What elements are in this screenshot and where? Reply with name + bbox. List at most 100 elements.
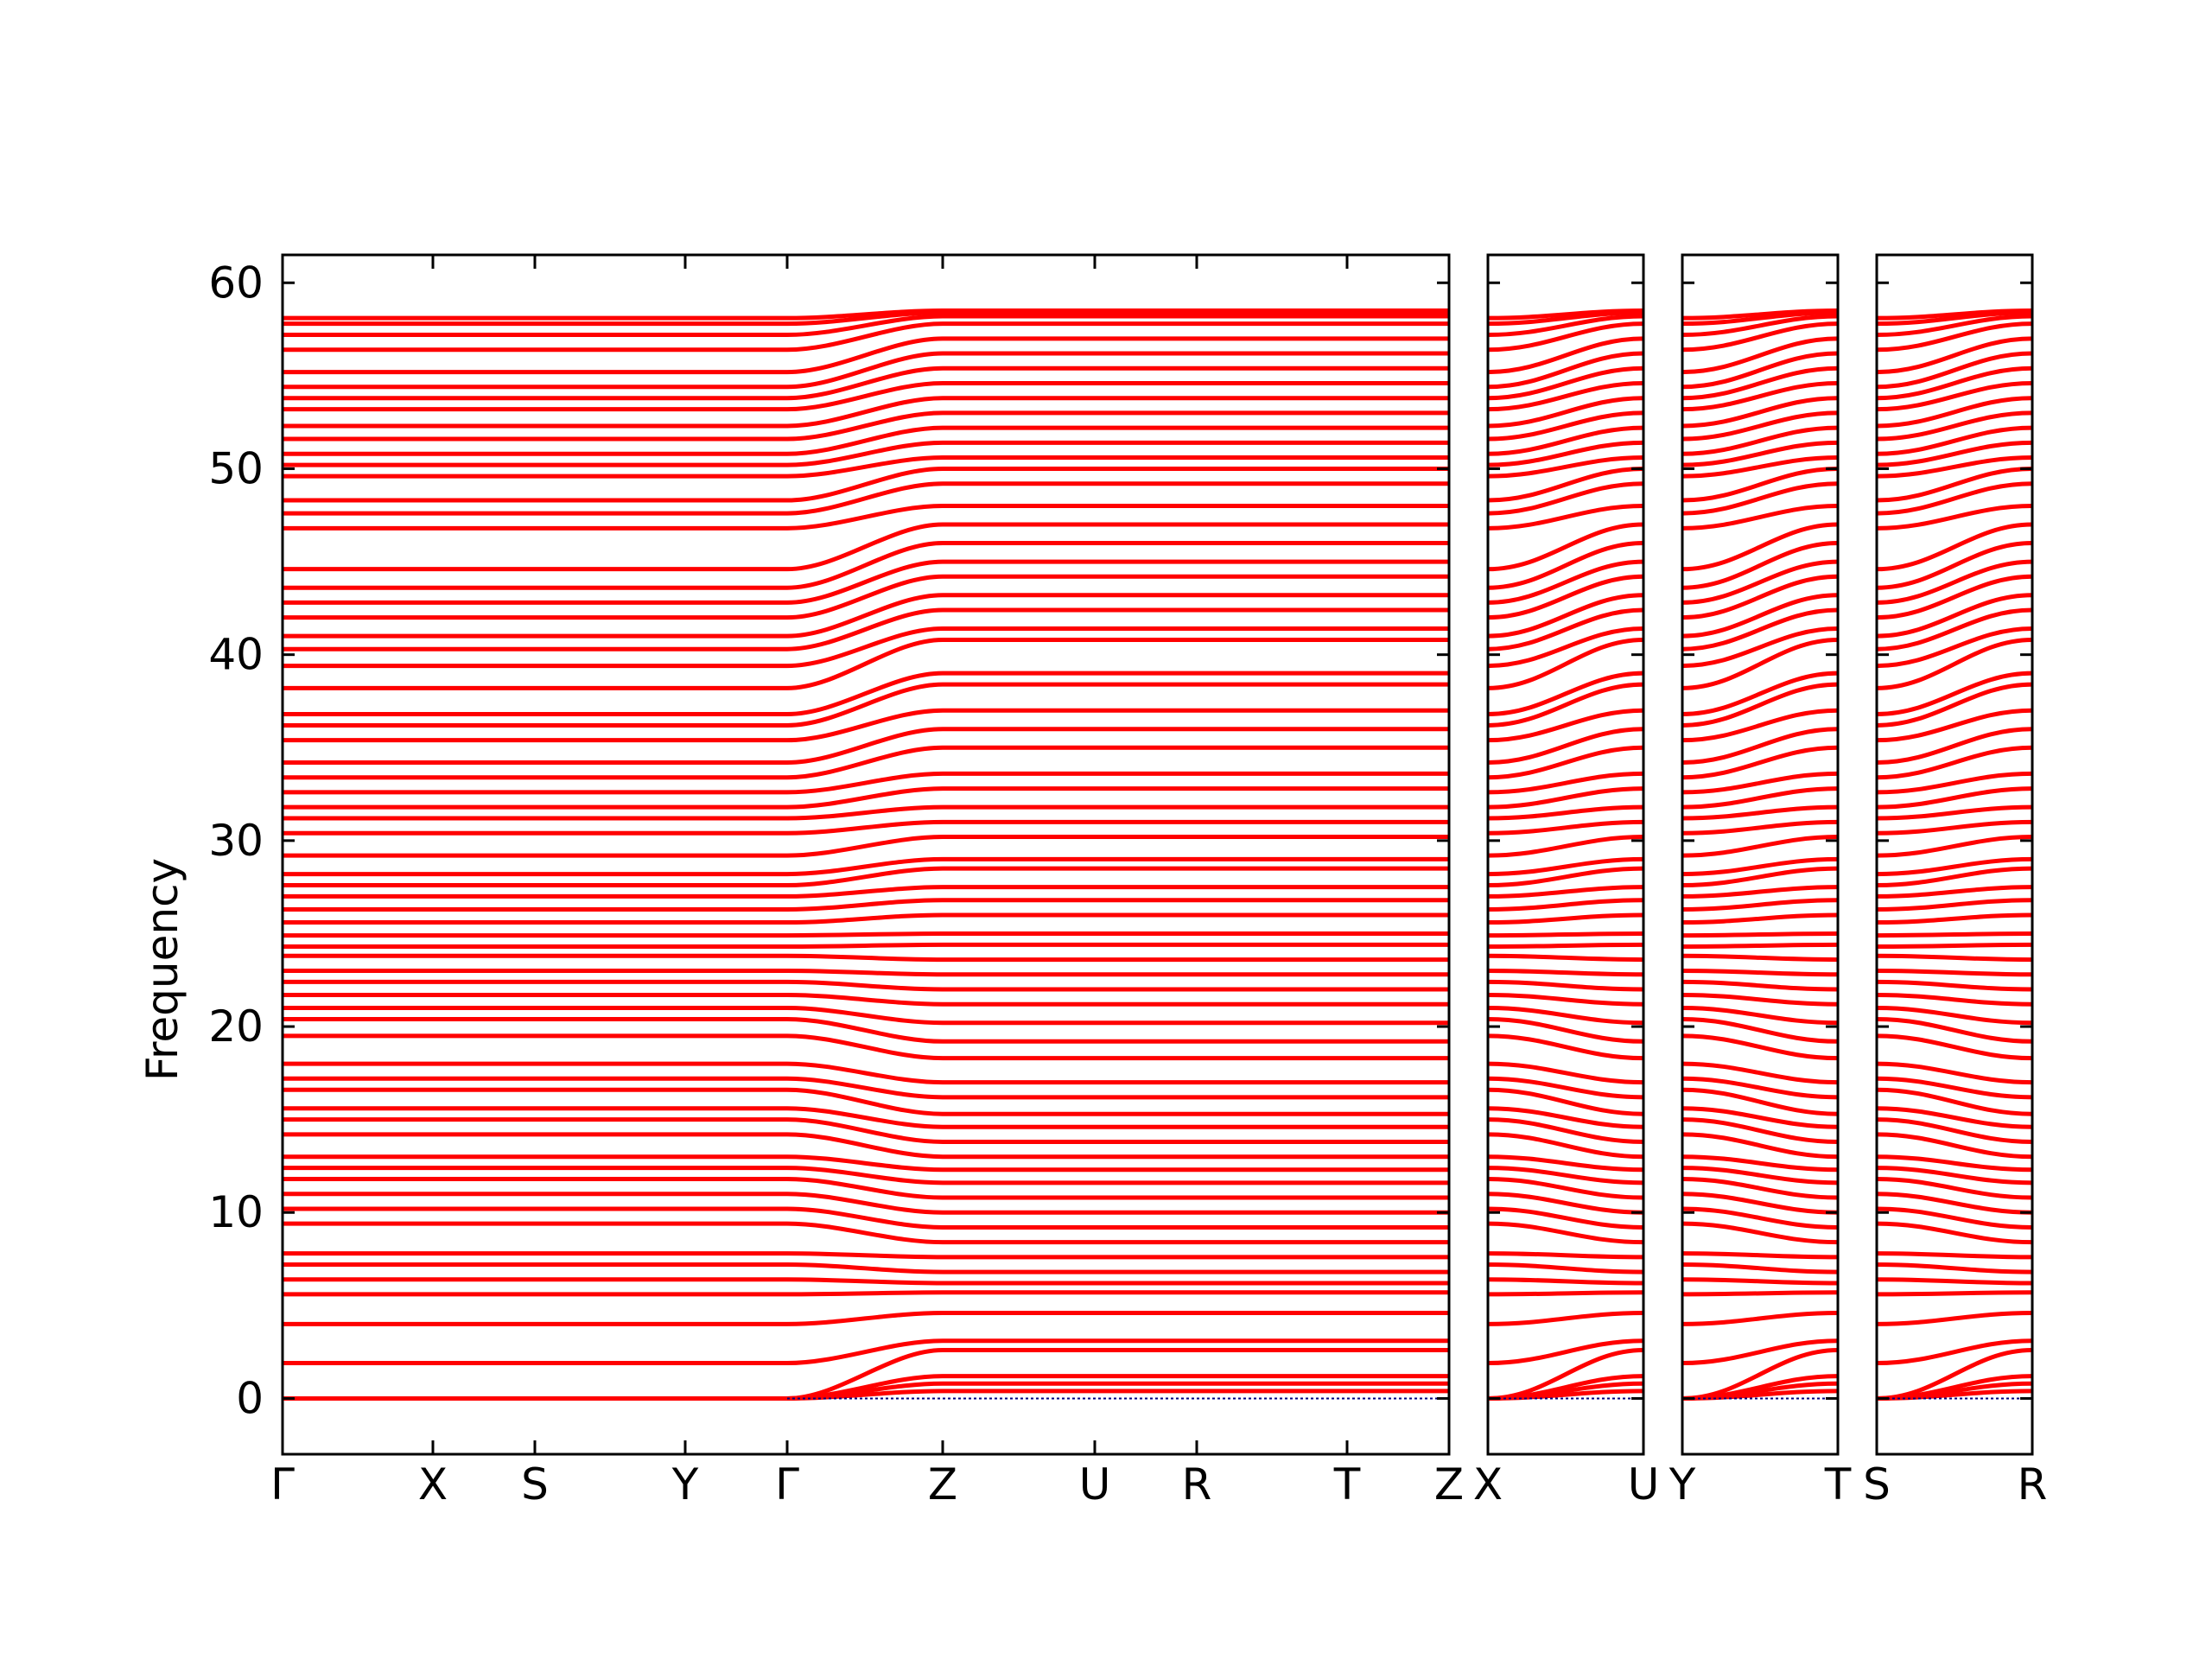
band-line xyxy=(283,969,1449,977)
band-line xyxy=(283,953,1449,963)
panel-2-frame xyxy=(1486,253,1645,1456)
band-line xyxy=(1488,969,1643,977)
band-line xyxy=(1877,466,2032,503)
band-line xyxy=(283,574,1449,620)
band-line xyxy=(1682,942,1838,950)
band-line xyxy=(1682,727,1838,765)
band-line xyxy=(283,671,1449,717)
x-tick-label: Y xyxy=(671,1459,699,1510)
band-line xyxy=(1877,942,2032,950)
band-line xyxy=(1488,1338,1643,1366)
band-line xyxy=(1682,466,1838,503)
band-line xyxy=(1682,1221,1838,1245)
band-line xyxy=(1877,1033,2032,1061)
panel-2-bands xyxy=(1488,308,1643,1401)
band-line xyxy=(283,1132,1449,1160)
band-line xyxy=(1682,1006,1838,1026)
band-line xyxy=(1682,1277,1838,1286)
band-line xyxy=(1682,1117,1838,1144)
band-line xyxy=(1877,1262,2032,1274)
band-line xyxy=(283,912,1449,925)
band-line xyxy=(1488,365,1643,401)
band-line xyxy=(283,1087,1449,1116)
band-line xyxy=(1682,626,1838,669)
band-line xyxy=(1488,336,1643,375)
band-line xyxy=(1488,885,1643,899)
band-line xyxy=(1877,541,2032,590)
band-line xyxy=(283,727,1449,765)
band-line xyxy=(283,1117,1449,1144)
band-line xyxy=(1682,1061,1838,1085)
band-line xyxy=(1682,771,1838,795)
band-line xyxy=(283,440,1449,467)
band-line xyxy=(283,1076,1449,1100)
band-line xyxy=(1682,396,1838,429)
panel-3-bands xyxy=(1682,308,1838,1401)
band-line xyxy=(1488,559,1643,605)
panel-1-frame xyxy=(281,253,1451,1456)
band-line xyxy=(1877,522,2032,572)
panel-1-bands xyxy=(283,308,1449,1401)
band-line xyxy=(1682,607,1838,652)
band-line xyxy=(1488,425,1643,456)
band-line xyxy=(1488,351,1643,390)
band-line xyxy=(1877,1166,2032,1185)
band-line xyxy=(1877,727,2032,765)
band-line xyxy=(1877,682,2032,728)
band-line xyxy=(1682,866,1838,888)
band-line xyxy=(283,898,1449,912)
band-line xyxy=(1682,425,1838,456)
band-line xyxy=(1877,440,2032,467)
band-line xyxy=(1682,410,1838,442)
band-line xyxy=(283,626,1449,669)
band-line xyxy=(1682,321,1838,353)
band-line xyxy=(283,1310,1449,1326)
band-line xyxy=(1877,1132,2032,1160)
band-line xyxy=(1877,593,2032,639)
band-line xyxy=(1682,953,1838,963)
band-line xyxy=(1877,866,2032,888)
x-tick-label: Z xyxy=(1434,1459,1464,1510)
band-line xyxy=(283,1262,1449,1274)
band-line xyxy=(1682,1177,1838,1200)
y-tick-label: 10 xyxy=(208,1187,264,1237)
x-tick-label: X xyxy=(1473,1459,1503,1510)
x-tick-label: X xyxy=(418,1459,448,1510)
band-line xyxy=(1682,1016,1838,1044)
band-line xyxy=(1877,380,2032,412)
band-line xyxy=(1682,455,1838,479)
band-line xyxy=(1682,1106,1838,1129)
band-line xyxy=(1488,1310,1643,1326)
band-line xyxy=(1877,1117,2032,1144)
band-line xyxy=(283,1206,1449,1230)
band-line xyxy=(1877,481,2032,516)
band-line xyxy=(1877,1006,2032,1026)
band-line xyxy=(1682,1132,1838,1160)
band-line xyxy=(283,396,1449,429)
band-line xyxy=(1488,308,1643,321)
band-line xyxy=(1877,856,2032,877)
band-line xyxy=(283,1290,1449,1297)
band-line xyxy=(1877,819,2032,836)
band-line xyxy=(1682,979,1838,992)
band-line xyxy=(283,308,1449,321)
band-line xyxy=(1488,440,1643,467)
x-tick-label: Y xyxy=(1669,1459,1696,1510)
band-line xyxy=(1877,771,2032,795)
band-line xyxy=(283,1106,1449,1129)
band-line xyxy=(283,1251,1449,1260)
band-line xyxy=(283,771,1449,795)
band-line xyxy=(1682,969,1838,977)
band-line xyxy=(283,336,1449,375)
band-line xyxy=(1682,1076,1838,1100)
panel-4-frame xyxy=(1875,253,2034,1456)
band-line xyxy=(283,1277,1449,1286)
band-line xyxy=(283,504,1449,531)
band-line xyxy=(1488,455,1643,479)
band-line xyxy=(1682,1206,1838,1230)
band-line xyxy=(1488,1192,1643,1215)
band-line xyxy=(1488,1177,1643,1200)
band-line xyxy=(1877,1251,2032,1260)
